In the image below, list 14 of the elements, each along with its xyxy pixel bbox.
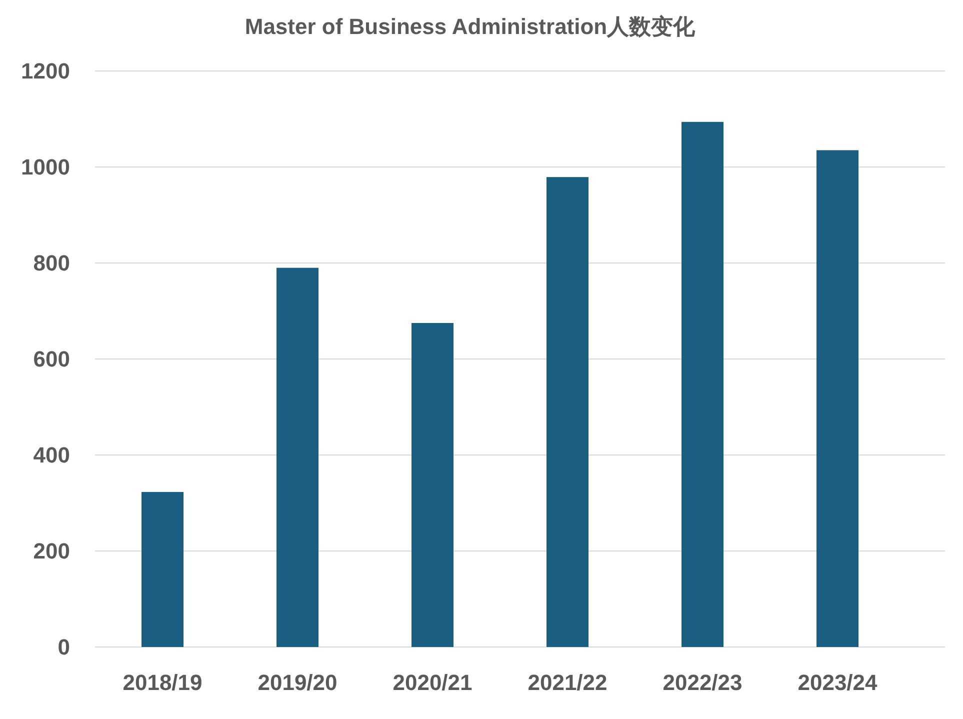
y-tick-label: 0 — [58, 634, 70, 660]
x-tick-label: 2022/23 — [662, 670, 742, 695]
x-tick-label: 2023/24 — [798, 670, 878, 695]
y-tick-label: 800 — [33, 250, 70, 276]
y-tick-label: 1200 — [21, 58, 70, 84]
x-tick-label: 2019/20 — [258, 670, 338, 695]
y-tick-label: 400 — [33, 442, 70, 468]
y-tick-label: 1000 — [21, 154, 70, 180]
x-tick-label: 2021/22 — [528, 670, 608, 695]
chart-title: Master of Business Administration人数变化 — [244, 14, 696, 39]
y-tick-label: 200 — [33, 538, 70, 564]
x-tick-label: 2020/21 — [392, 670, 472, 695]
x-tick-label: 2018/19 — [122, 670, 202, 695]
y-tick-label: 600 — [33, 346, 70, 372]
